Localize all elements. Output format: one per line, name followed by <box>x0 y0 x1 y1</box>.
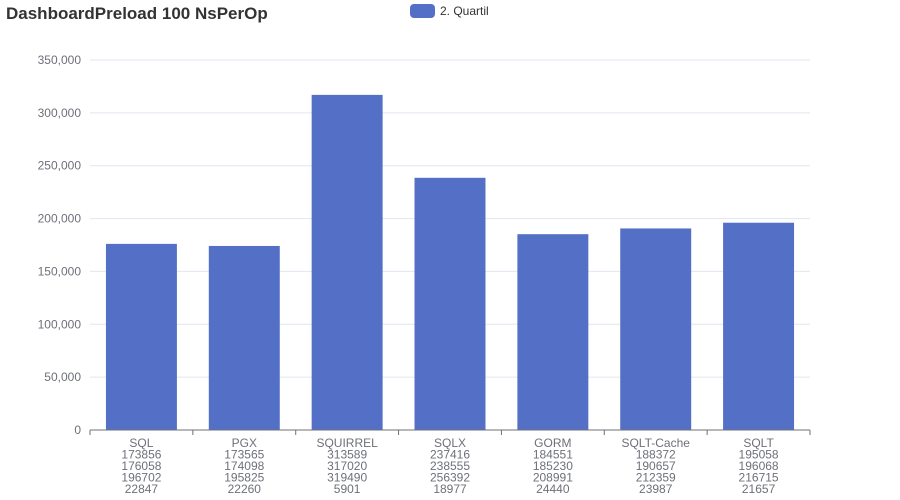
x-category-detail: 190657 <box>636 459 676 473</box>
bar[interactable] <box>723 222 795 430</box>
x-category-detail: 208991 <box>533 471 573 485</box>
x-category-detail: 184551 <box>533 448 573 462</box>
x-category-detail: 196702 <box>121 471 161 485</box>
bar[interactable] <box>208 245 280 430</box>
x-category-detail: 237416 <box>430 448 470 462</box>
x-category-detail: 21657 <box>742 482 776 496</box>
y-tick-label: 150,000 <box>38 264 82 278</box>
x-category-detail: 176058 <box>121 459 161 473</box>
x-axis: SQL 173856 176058 196702 22847 PGX 173565 17409… <box>89 429 811 496</box>
x-category-detail: 313589 <box>327 448 367 462</box>
legend-label[interactable]: 2. Quartil <box>440 4 489 18</box>
x-category-detail: 319490 <box>327 471 367 485</box>
y-tick-label: 300,000 <box>38 106 82 120</box>
x-category-detail: 173856 <box>121 448 161 462</box>
x-category-detail: 196068 <box>739 459 779 473</box>
x-category-label: SQLT-Cache 188372 190657 212359 23987 <box>621 436 690 496</box>
x-category-label: SQLX 237416 238555 256392 18977 <box>430 436 470 496</box>
x-category-detail: 195058 <box>739 448 779 462</box>
y-tick-label: 350,000 <box>38 53 82 67</box>
x-category-detail: 317020 <box>327 459 367 473</box>
x-category-detail: 212359 <box>636 471 676 485</box>
x-category-label: SQLT 195058 196068 216715 21657 <box>739 436 779 496</box>
bar[interactable] <box>517 234 589 430</box>
x-category-detail: 5901 <box>334 482 361 496</box>
bar[interactable] <box>311 94 383 431</box>
legend-swatch[interactable] <box>410 4 435 18</box>
chart-title: DashboardPreload 100 NsPerOp <box>6 4 268 23</box>
x-category-name: SQLT <box>743 436 774 450</box>
y-tick-label: 50,000 <box>44 370 81 384</box>
x-category-name: GORM <box>534 436 571 450</box>
x-category-label: SQUIRREL 313589 317020 319490 5901 <box>316 436 378 496</box>
x-category-detail: 22847 <box>125 482 159 496</box>
x-category-detail: 18977 <box>433 482 467 496</box>
x-category-detail: 22260 <box>228 482 262 496</box>
x-category-name: PGX <box>232 436 257 450</box>
x-category-detail: 195825 <box>224 471 264 485</box>
bar[interactable] <box>620 228 692 430</box>
y-tick-label: 100,000 <box>38 317 82 331</box>
bar[interactable] <box>414 177 486 430</box>
y-tick-label: 200,000 <box>38 212 82 226</box>
bar[interactable] <box>105 243 177 430</box>
y-tick-label: 250,000 <box>38 159 82 173</box>
x-category-detail: 174098 <box>224 459 264 473</box>
x-category-detail: 173565 <box>224 448 264 462</box>
bars <box>105 94 795 431</box>
x-category-label: SQL 173856 176058 196702 22847 <box>121 436 161 496</box>
x-category-detail: 238555 <box>430 459 470 473</box>
x-category-detail: 24440 <box>536 482 570 496</box>
x-category-label: GORM 184551 185230 208991 24440 <box>533 436 573 496</box>
y-tick-label: 0 <box>74 423 81 437</box>
x-category-detail: 216715 <box>739 471 779 485</box>
x-category-name: SQLX <box>434 436 466 450</box>
x-category-detail: 185230 <box>533 459 573 473</box>
x-category-name: SQL <box>129 436 153 450</box>
y-axis: 0 50,000 100,000 150,000 200,000 250,000 300,0… <box>38 53 82 437</box>
x-category-detail: 256392 <box>430 471 470 485</box>
x-category-name: SQLT-Cache <box>621 436 690 450</box>
x-category-detail: 23987 <box>639 482 673 496</box>
x-category-name: SQUIRREL <box>316 436 378 450</box>
x-category-label: PGX 173565 174098 195825 22260 <box>224 436 264 496</box>
legend[interactable]: 2. Quartil <box>410 4 489 18</box>
x-category-detail: 188372 <box>636 448 676 462</box>
